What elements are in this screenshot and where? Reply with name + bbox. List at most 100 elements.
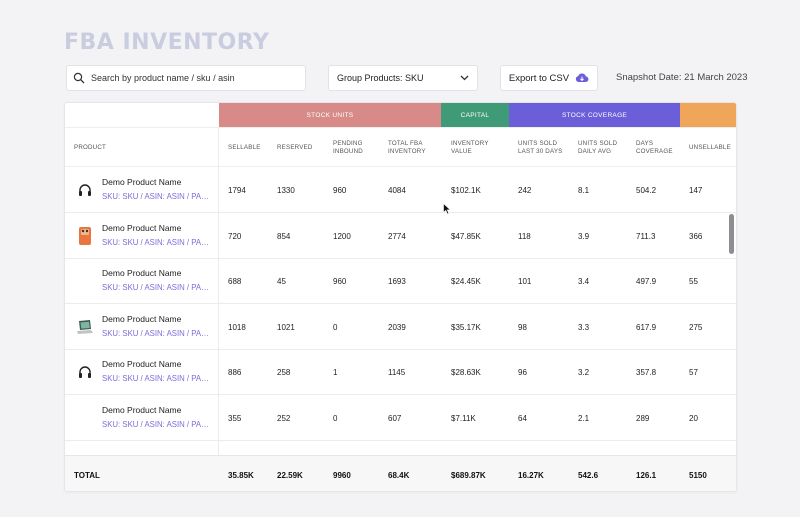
col-total-fba[interactable]: TOTAL FBA INVENTORY xyxy=(388,139,426,155)
band-unsellable xyxy=(680,103,736,127)
table-row[interactable]: Demo Product Name SKU: SKU / ASIN: ASIN /… xyxy=(65,350,736,395)
cell-total: 607 xyxy=(388,413,402,423)
cell-value: $47.85K xyxy=(451,231,481,241)
product-name[interactable]: Demo Product Name xyxy=(102,313,182,324)
cell-total: 1145 xyxy=(388,368,406,377)
cell-sellable: 1018 xyxy=(228,322,246,332)
cell-reserved: 252 xyxy=(277,413,291,423)
cell-reserved: 1021 xyxy=(277,322,295,332)
col-units-sold-30[interactable]: UNITS SOLD LAST 30 DAYS xyxy=(518,139,563,155)
page-title: FBA INVENTORY xyxy=(64,30,270,55)
cell-reserved: 1330 xyxy=(277,186,295,195)
group-select-label: Group Products: SKU xyxy=(337,73,424,83)
table-row[interactable]: Demo Product Name SKU: SKU / ASIN: ASIN /… xyxy=(65,396,736,441)
group-products-select[interactable]: Group Products: SKU xyxy=(328,65,478,91)
product-identifiers: SKU: SKU / ASIN: ASIN / PARENT xyxy=(102,328,212,338)
band-stock-coverage: STOCK COVERAGE xyxy=(509,103,680,127)
headphones-icon xyxy=(75,179,95,201)
cell-value: $7.11K xyxy=(451,413,476,423)
cell-pending: 0 xyxy=(333,413,338,423)
col-reserved[interactable]: RESERVED xyxy=(277,143,313,151)
col-inventory-value[interactable]: INVENTORY VALUE xyxy=(451,139,489,155)
table-row[interactable]: Demo Product Name SKU: SKU / ASIN: ASIN /… xyxy=(65,214,736,259)
cell-sold30: 64 xyxy=(518,413,527,423)
cell-daily: 3.3 xyxy=(578,322,590,332)
laptop-icon xyxy=(75,316,95,338)
total-pending: 9960 xyxy=(333,470,351,480)
total-value: $689.87K xyxy=(451,470,486,480)
table-row[interactable]: Demo Product Name SKU: SKU / ASIN: ASIN /… xyxy=(65,259,736,304)
cell-total: 1693 xyxy=(388,277,406,286)
col-sellable[interactable]: SELLABLE xyxy=(228,143,261,151)
search-input[interactable] xyxy=(91,73,301,83)
cell-value: $35.17K xyxy=(451,322,481,332)
band-stock-units: STOCK UNITS xyxy=(219,103,441,127)
table-row[interactable]: Demo Product Name SKU: SKU / ASIN: ASIN /… xyxy=(65,305,736,350)
col-product[interactable]: PRODUCT xyxy=(74,143,106,151)
product-name[interactable]: Demo Product Name xyxy=(102,404,182,415)
totals-row: TOTAL 35.85K 22.59K 9960 68.4K $689.87K … xyxy=(65,455,736,491)
product-name[interactable]: Demo Product Name xyxy=(102,177,182,187)
divider xyxy=(218,127,219,491)
cell-coverage: 504.2 xyxy=(636,186,657,195)
phone-icon xyxy=(75,225,95,247)
cell-daily: 2.1 xyxy=(578,413,590,423)
total-unsellable: 5150 xyxy=(689,470,707,480)
cell-sold30: 118 xyxy=(518,231,531,241)
cell-unsellable: 57 xyxy=(689,368,698,377)
product-name[interactable]: Demo Product Name xyxy=(102,359,182,369)
mouse-cursor-icon xyxy=(443,203,452,215)
cell-unsellable: 366 xyxy=(689,231,703,241)
cell-coverage: 617.9 xyxy=(636,322,657,332)
cell-daily: 3.4 xyxy=(578,277,590,286)
cell-coverage: 289 xyxy=(636,413,650,423)
cell-total: 4084 xyxy=(388,186,406,195)
cell-sellable: 688 xyxy=(228,277,242,286)
band-capital: CAPITAL xyxy=(441,103,509,127)
col-pending-inbound[interactable]: PENDING INBOUND xyxy=(333,139,363,155)
cell-sellable: 720 xyxy=(228,231,242,241)
cell-pending: 1 xyxy=(333,368,338,377)
cell-value: $28.63K xyxy=(451,368,481,377)
cell-pending: 1200 xyxy=(333,231,351,241)
cell-coverage: 497.9 xyxy=(636,277,657,286)
table-row[interactable]: Demo Product Name SKU: SKU / ASIN: ASIN /… xyxy=(65,168,736,213)
table-row[interactable]: Demo Product Name xyxy=(65,441,736,452)
total-sold30: 16.27K xyxy=(518,470,544,480)
col-days-coverage[interactable]: DAYS COVERAGE xyxy=(636,139,673,155)
cell-pending: 0 xyxy=(333,322,338,332)
cell-sellable: 886 xyxy=(228,368,242,377)
column-headers: PRODUCT SELLABLE RESERVED PENDING INBOUN… xyxy=(65,127,736,167)
scrollbar-thumb[interactable] xyxy=(729,214,734,254)
product-identifiers: SKU: SKU / ASIN: ASIN / PARENT xyxy=(102,283,212,292)
table-body: Demo Product Name SKU: SKU / ASIN: ASIN /… xyxy=(65,168,736,452)
cell-unsellable: 147 xyxy=(689,186,703,195)
export-csv-button[interactable]: Export to CSV xyxy=(500,65,598,91)
cell-value: $24.45K xyxy=(451,277,481,286)
col-unsellable[interactable]: UNSELLABLE xyxy=(689,143,731,151)
cell-reserved: 258 xyxy=(277,368,291,377)
export-label: Export to CSV xyxy=(508,72,570,84)
cell-unsellable: 55 xyxy=(689,277,698,286)
product-name[interactable]: Demo Product Name xyxy=(102,450,181,452)
total-fba: 68.4K xyxy=(388,470,410,480)
product-name[interactable]: Demo Product Name xyxy=(102,268,182,278)
total-reserved: 22.59K xyxy=(277,470,303,480)
inventory-table: STOCK UNITS CAPITAL STOCK COVERAGE PRODU… xyxy=(64,102,737,492)
product-identifiers: SKU: SKU / ASIN: ASIN / PARENT xyxy=(102,237,212,247)
cell-pending: 960 xyxy=(333,277,347,286)
search-box[interactable] xyxy=(66,65,306,91)
totals-label: TOTAL xyxy=(74,470,100,480)
cloud-download-icon xyxy=(575,73,589,83)
cell-pending: 960 xyxy=(333,186,347,195)
product-name[interactable]: Demo Product Name xyxy=(102,222,182,233)
total-daily: 542.6 xyxy=(578,470,599,480)
product-identifiers: SKU: SKU / ASIN: ASIN / PARENT xyxy=(102,374,212,383)
cell-sellable: 1794 xyxy=(228,186,246,195)
total-sellable: 35.85K xyxy=(228,470,254,480)
cell-total: 2774 xyxy=(388,231,406,241)
cell-unsellable: 20 xyxy=(689,413,698,423)
col-units-daily-avg[interactable]: UNITS SOLD DAILY AVG xyxy=(578,139,618,155)
cell-coverage: 711.3 xyxy=(636,231,656,241)
cell-total: 2039 xyxy=(388,322,406,332)
